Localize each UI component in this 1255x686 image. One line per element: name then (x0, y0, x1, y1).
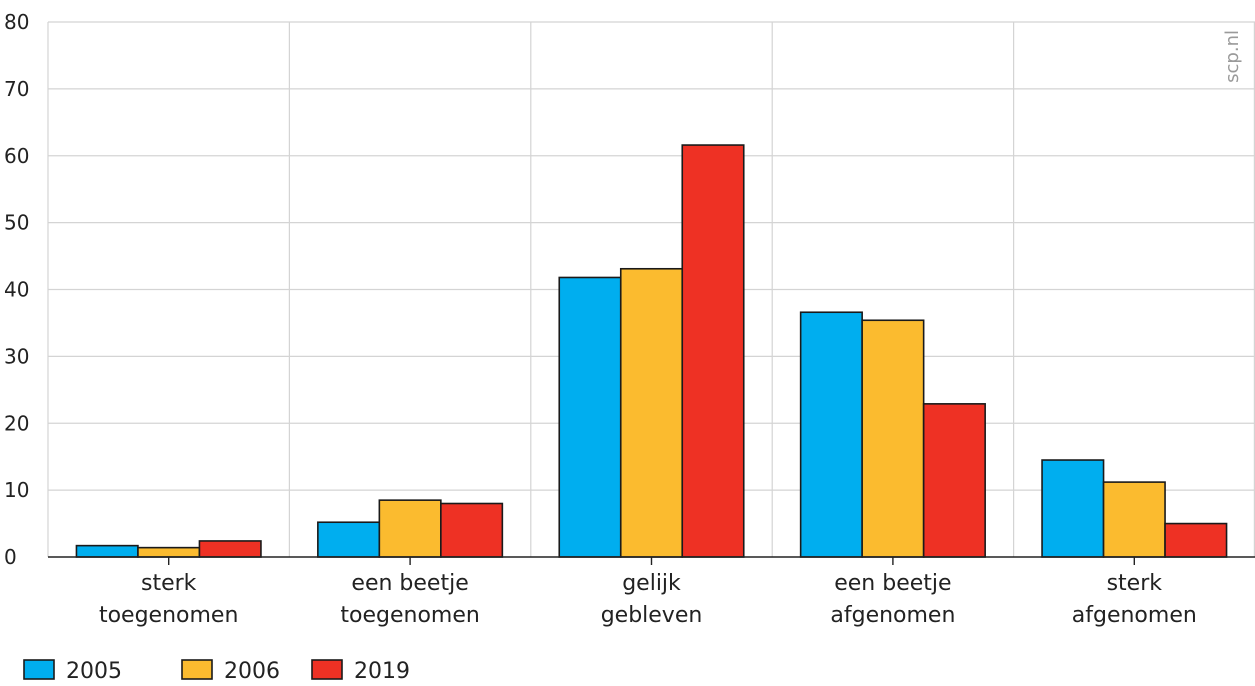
x-tick-label: afgenomen (1072, 603, 1197, 628)
x-tick-label: toegenomen (99, 603, 238, 628)
x-tick-label: gebleven (601, 603, 703, 628)
x-tick-label: een beetje (834, 571, 951, 596)
x-tick-label: afgenomen (830, 603, 955, 628)
y-axis-ticks: 0 10 20 30 40 50 60 70 80 (4, 10, 29, 569)
x-tick-label: een beetje (351, 571, 468, 596)
bar-2006 (378, 499, 442, 558)
bars (75, 144, 1228, 558)
bar-2005 (558, 276, 622, 558)
x-tick-label: sterk (141, 571, 197, 596)
bar-2006 (619, 267, 684, 558)
bar-2006 (137, 546, 201, 558)
y-tick-label: 60 (4, 144, 29, 168)
legend-label: 2006 (224, 659, 280, 682)
x-tick-label: gelijk (622, 571, 681, 596)
watermark-text: scp.nl (1222, 30, 1243, 83)
y-tick-label: 0 (4, 545, 17, 569)
bar-2005 (75, 544, 139, 558)
bar-2006 (861, 319, 925, 558)
bar-2019 (1164, 522, 1228, 558)
bar-2006 (1102, 481, 1166, 558)
grid (47, 21, 1255, 557)
y-tick-label: 50 (4, 211, 29, 235)
legend-swatch-2006 (181, 659, 213, 680)
y-tick-label: 20 (4, 411, 29, 435)
bar-2019 (198, 540, 262, 558)
bar-2005 (317, 521, 381, 558)
x-tick-label: toegenomen (340, 603, 479, 628)
y-tick-label: 70 (4, 77, 29, 101)
legend-label: 2005 (66, 659, 122, 682)
y-tick-label: 30 (4, 344, 29, 368)
x-axis-ticks: sterk toegenomen een beetje toegenomen gelij… (99, 571, 1197, 628)
y-tick-label: 80 (4, 10, 29, 34)
legend: 2005 2006 2019 (23, 659, 410, 684)
y-tick-label: 40 (4, 278, 29, 302)
legend-swatch-2005 (23, 659, 55, 680)
legend-label: 2019 (354, 659, 410, 682)
bar-2019 (922, 403, 986, 558)
y-tick-label: 10 (4, 478, 29, 502)
bar-2019 (681, 144, 745, 558)
x-tick-label: sterk (1107, 571, 1163, 596)
x-axis (48, 556, 1255, 565)
bar-2005 (1041, 459, 1105, 558)
legend-swatch-2019 (311, 659, 343, 680)
bar-2019 (440, 502, 504, 558)
bar-2005 (799, 311, 863, 558)
